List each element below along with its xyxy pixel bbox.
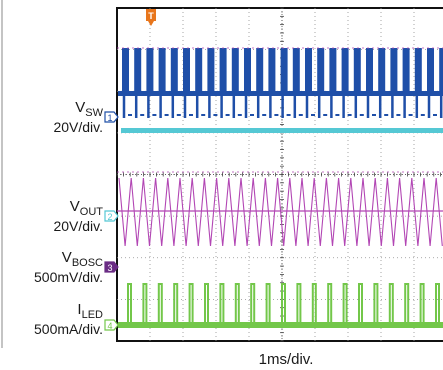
- svg-text:1: 1: [107, 113, 112, 123]
- reference-trace: [121, 128, 443, 133]
- trace-vsw-pulses: [122, 48, 443, 116]
- trace-iled-baseline: [118, 322, 443, 328]
- channel-4-marker: 4: [104, 319, 119, 331]
- svg-text:VBOSC: VBOSC: [62, 249, 103, 269]
- ch4-name: I: [77, 301, 81, 318]
- svg-text:VOUT: VOUT: [70, 198, 104, 218]
- ch3-scale: 500mV/div.: [34, 269, 103, 285]
- trigger-marker-label: T: [148, 11, 154, 21]
- ch2-sub: OUT: [80, 206, 104, 218]
- svg-text:4: 4: [107, 321, 112, 331]
- ch4-sub: LED: [82, 309, 103, 321]
- channel-2-label: VOUT 20V/div.: [53, 198, 103, 234]
- svg-text:3: 3: [107, 263, 112, 273]
- trigger-marker: T: [146, 9, 156, 26]
- ch3-sub: BOSC: [72, 257, 103, 269]
- traces: [117, 47, 443, 328]
- svg-text:2: 2: [107, 212, 112, 222]
- trace-vsw-lower: [122, 92, 443, 118]
- ch1-name: V: [75, 99, 85, 116]
- trace-iled-pulses: [119, 283, 443, 327]
- channel-4-label: ILED 500mA/div.: [34, 301, 103, 337]
- channel-1-label: VSW 20V/div.: [53, 99, 103, 135]
- ch2-name: V: [70, 198, 80, 215]
- svg-text:VSW: VSW: [75, 99, 103, 119]
- svg-text:ILED: ILED: [77, 301, 103, 321]
- ch1-sub: SW: [85, 107, 103, 119]
- channel-3-label: VBOSC 500mV/div.: [34, 249, 103, 285]
- channel-2-marker: 2: [104, 210, 119, 222]
- trace-vsw-baseline: [118, 91, 443, 96]
- ch3-name: V: [62, 249, 72, 266]
- ch4-scale: 500mA/div.: [34, 321, 103, 337]
- time-base-label: 1ms/div.: [259, 351, 314, 368]
- channel-1-marker: 1: [104, 111, 119, 123]
- ch1-scale: 20V/div.: [53, 119, 103, 135]
- channel-3-marker: 3: [104, 261, 119, 273]
- ch2-scale: 20V/div.: [53, 218, 103, 234]
- trace-vout-triangle: [118, 177, 443, 247]
